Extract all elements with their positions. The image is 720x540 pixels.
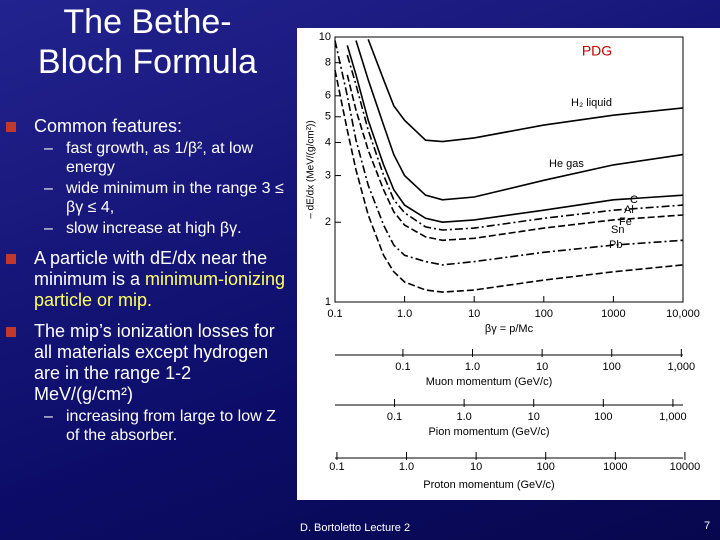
momentum-tick-label: 100 <box>537 461 555 473</box>
title: The Bethe- Bloch Formula <box>0 2 295 82</box>
bullet: The mip’s ionization losses for all mate… <box>6 321 292 445</box>
bullet-text: Common features: <box>34 116 183 136</box>
momentum-tick-label: 10 <box>536 361 548 373</box>
momentum-tick-label: 100 <box>603 361 621 373</box>
series-line <box>355 40 684 201</box>
sub-bullet: fast growth, as 1/β², at low energy <box>34 139 292 177</box>
series-label: C <box>630 194 638 206</box>
series-line <box>334 40 684 266</box>
bullet-text: A particle with dE/dx near the minimum i… <box>34 248 268 289</box>
x-tick-label: 10 <box>468 308 480 320</box>
series-label: Fe <box>619 216 632 228</box>
y-tick-label: 5 <box>325 111 331 123</box>
momentum-tick-label: 1.0 <box>399 461 414 473</box>
series-label: Sn <box>611 224 624 236</box>
series-label: Al <box>624 204 634 216</box>
momentum-axis-title: Proton momentum (GeV/c) <box>423 479 554 491</box>
momentum-tick-label: 0.1 <box>329 461 344 473</box>
series-label: He gas <box>549 158 584 170</box>
y-tick-label: 3 <box>325 169 331 181</box>
series-line <box>346 54 684 231</box>
bullets: Common features: fast growth, as 1/β², a… <box>6 116 292 455</box>
momentum-tick-label: 1.0 <box>456 411 471 423</box>
bullet: A particle with dE/dx near the minimum i… <box>6 248 292 311</box>
y-tick-label: 8 <box>325 57 331 69</box>
momentum-tick-label: 1,000 <box>668 361 696 373</box>
bullet-text: The mip’s ionization losses for all mate… <box>34 321 275 404</box>
plot-frame <box>334 36 684 303</box>
chart: 1 2 3 4 5 6 8 10 0.1 1.0 10 100 1000 10,000 βγ = p/Mc –… <box>297 28 720 500</box>
momentum-tick-label: 100 <box>594 411 612 423</box>
annotation: PDG <box>582 43 612 59</box>
title-line: Bloch Formula <box>37 43 258 81</box>
momentum-tick-label: 1.0 <box>465 361 480 373</box>
momentum-tick-label: 10000 <box>670 461 701 473</box>
series-label: H₂ liquid <box>571 97 612 109</box>
sub-bullet: slow increase at high βγ. <box>34 219 292 238</box>
y-tick-label: 2 <box>325 216 331 228</box>
momentum-tick-label: 0.1 <box>387 411 402 423</box>
page-number: 7 <box>704 520 711 532</box>
footer: D. Bortoletto Lecture 2 <box>300 522 411 534</box>
y-axis-label: – dE/dx (MeV/(g/cm²)) <box>306 120 317 218</box>
series-line <box>346 74 684 242</box>
momentum-tick-label: 1000 <box>603 461 627 473</box>
x-tick-label: 1.0 <box>397 308 412 320</box>
y-tick-label: 1 <box>325 296 331 308</box>
series-line <box>334 69 684 293</box>
x-axis-label: βγ = p/Mc <box>485 323 534 335</box>
momentum-axis-title: Muon momentum (GeV/c) <box>426 376 553 388</box>
title-line: The Bethe- <box>63 3 232 41</box>
y-tick-label: 6 <box>325 90 331 102</box>
series-line <box>367 39 684 143</box>
x-tick-label: 100 <box>535 308 553 320</box>
momentum-tick-label: 1,000 <box>659 411 687 423</box>
x-tick-label: 0.1 <box>327 308 342 320</box>
x-tick-label: 1000 <box>601 308 625 320</box>
momentum-tick-label: 0.1 <box>395 361 410 373</box>
y-tick-label: 4 <box>325 136 331 148</box>
momentum-tick-label: 10 <box>528 411 540 423</box>
series-label: Pb <box>609 239 622 251</box>
sub-bullet: increasing from large to low Z of the ab… <box>34 407 292 445</box>
x-tick-label: 10,000 <box>666 308 700 320</box>
bullet: Common features: fast growth, as 1/β², a… <box>6 116 292 238</box>
y-tick-label: 10 <box>319 31 331 43</box>
highlight: minimum-ionizing particle or mip. <box>34 269 286 310</box>
momentum-tick-label: 10 <box>470 461 482 473</box>
series-line <box>346 45 684 224</box>
momentum-axis-title: Pion momentum (GeV/c) <box>428 426 549 438</box>
sub-bullet: wide minimum in the range 3 ≤ βγ ≤ 4, <box>34 179 292 217</box>
panel-bg <box>297 28 720 500</box>
